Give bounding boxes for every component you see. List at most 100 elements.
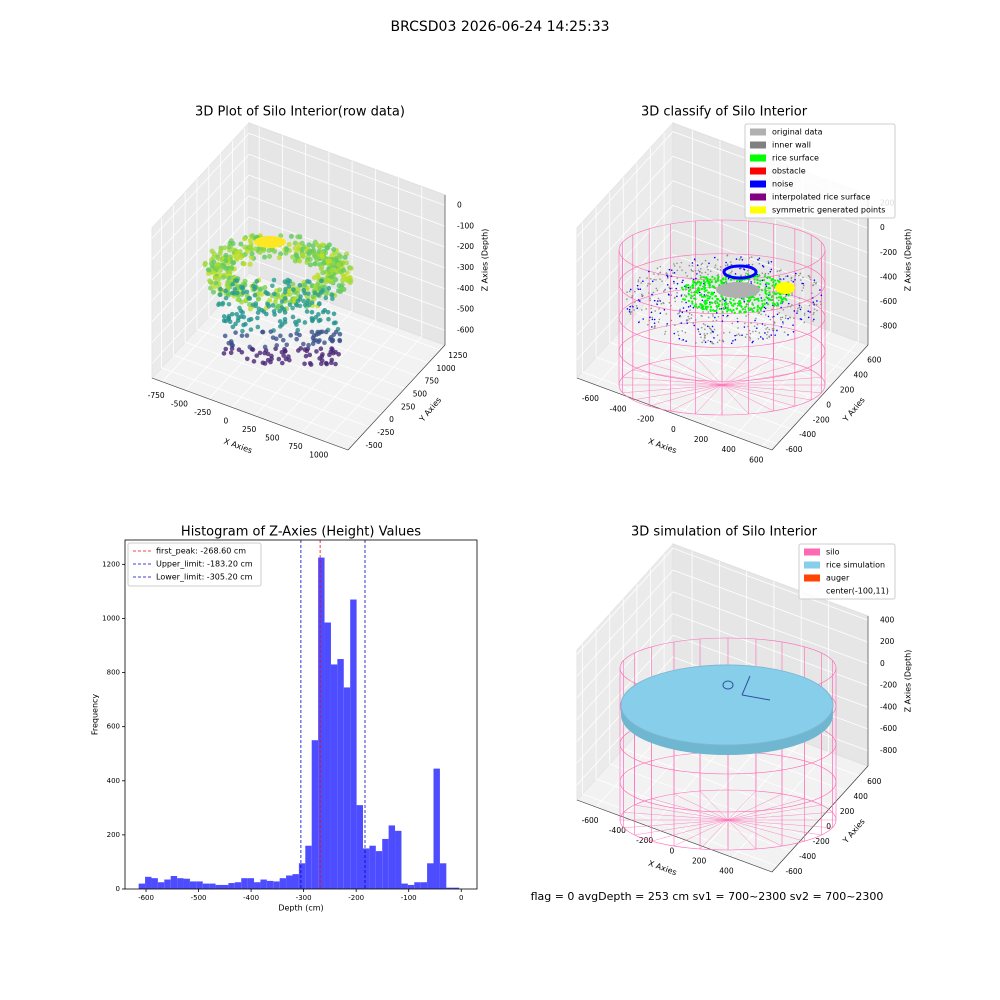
point [725,261,727,264]
point [712,313,714,315]
point [726,314,729,317]
point [793,317,795,319]
point [763,306,766,309]
point [221,314,227,319]
point [645,308,647,310]
silo-wire [651,819,729,842]
bar [292,874,299,889]
point [768,276,771,279]
point [663,333,666,335]
legend-label: rice simulation [826,561,885,570]
point [323,329,329,335]
axis-line [771,344,869,451]
point [329,346,334,351]
point [653,322,656,324]
point [287,291,293,297]
point [223,346,229,352]
point [319,253,325,259]
point [774,292,777,296]
point [770,260,773,263]
point [815,281,817,284]
point [746,333,748,336]
point [721,339,724,341]
point [726,264,729,267]
point [277,319,283,324]
point [729,278,733,281]
point [282,310,288,315]
point [650,304,653,307]
point [657,273,660,276]
point [740,256,742,258]
point [741,258,744,261]
point [687,315,690,318]
point [778,293,782,296]
point [688,312,691,315]
point [716,341,719,344]
bar [369,845,376,889]
point [250,283,256,289]
bar [247,878,255,889]
point [767,287,770,290]
point [701,262,704,265]
point [320,270,326,276]
point [636,284,639,287]
y-tick-label: 200 [840,807,855,816]
point [715,311,718,314]
point [741,334,743,336]
grid-line [576,591,869,699]
point [721,278,725,281]
point [725,303,728,306]
legend-swatch [750,128,766,136]
x-tick-label: 200 [694,435,709,444]
chart-title: 3D simulation of Silo Interior [631,525,818,540]
x-tick-label: -200 [636,836,653,845]
point [697,305,700,309]
point [819,289,821,291]
point [717,315,720,318]
point [230,241,236,247]
point [240,310,245,315]
bar [164,879,171,889]
point-cloud [618,219,826,416]
point [665,313,668,315]
point [312,290,318,296]
point [210,289,216,295]
point [706,294,709,297]
point [757,258,759,261]
legend-swatch [750,141,766,149]
point [713,277,716,280]
grid-line [151,195,446,302]
point [812,301,815,304]
bar [356,805,363,889]
point [704,271,707,274]
point [301,298,306,304]
point [234,278,240,283]
point [221,351,227,356]
point [326,316,331,322]
point [812,320,814,322]
legend-swatch [750,180,766,188]
silo-wire [632,384,723,401]
point [803,314,806,316]
point [682,307,685,309]
point [330,296,335,302]
point [724,264,727,267]
point [268,329,274,334]
point [244,248,250,254]
y-tick-label: 1200 [102,560,120,568]
point [329,253,335,259]
point [692,286,695,289]
point [787,317,789,320]
legend-swatch [750,206,766,214]
point [626,298,628,300]
point [283,286,288,292]
point [269,356,274,362]
grid-line [161,126,260,383]
point [222,333,228,339]
footer: flag = 0 avgDepth = 253 cm sv1 = 700~230… [531,890,884,903]
point [278,233,284,239]
axis-line [347,344,446,451]
point [254,236,286,248]
bar [170,876,178,889]
point [295,298,301,304]
